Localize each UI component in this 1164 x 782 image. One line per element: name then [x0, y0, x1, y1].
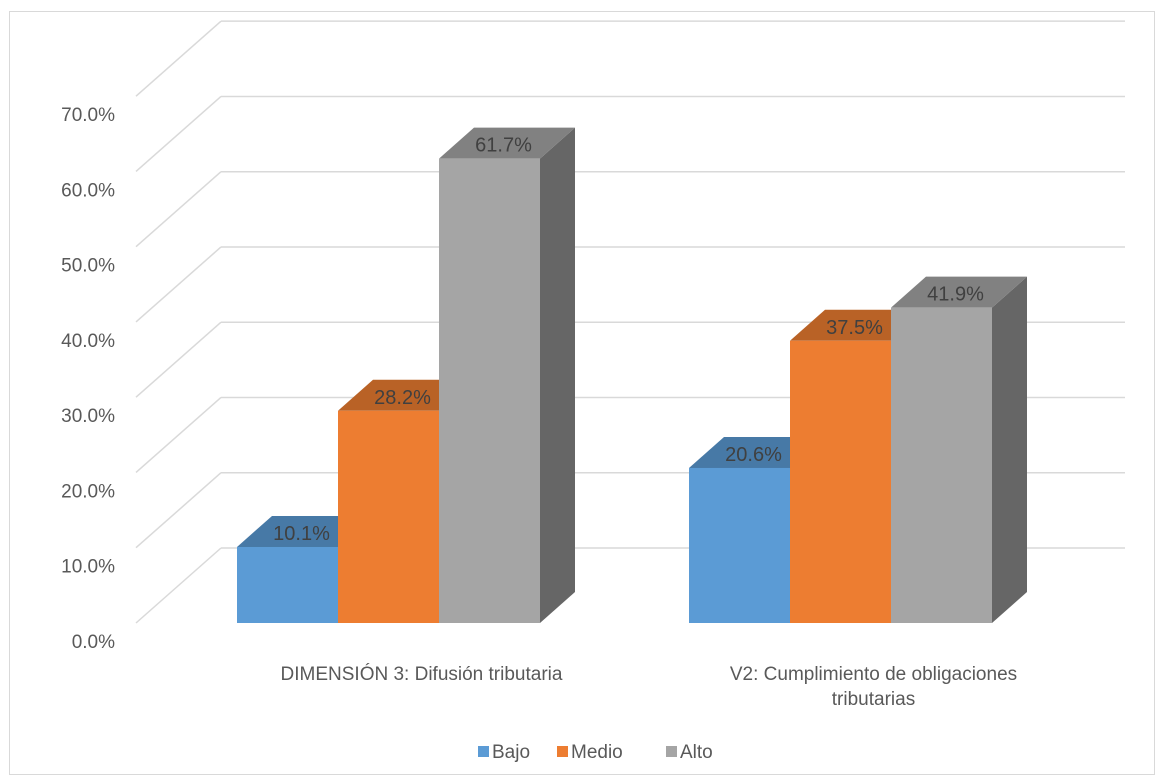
bar-top-alto: [891, 276, 1027, 308]
category-label: DIMENSIÓN 3: Difusión tributaria: [281, 663, 563, 685]
gridline-side: [135, 246, 222, 323]
data-label: 37.5%: [826, 317, 883, 339]
gridline-side: [135, 321, 222, 398]
y-tick-label: 60.0%: [61, 180, 115, 201]
bar-alto: [891, 307, 992, 623]
gridline-side: [135, 547, 222, 624]
data-label: 10.1%: [273, 523, 330, 545]
legend-label-alto: Alto: [680, 742, 713, 763]
bar-bajo: [689, 467, 790, 623]
gridline-side: [135, 396, 222, 474]
gridline-side: [135, 20, 222, 97]
y-tick-label: 20.0%: [61, 481, 115, 502]
y-tick-label: 40.0%: [61, 331, 115, 352]
bar-medio: [790, 340, 891, 623]
legend-swatch-bajo: [478, 746, 489, 757]
legend-label-bajo: Bajo: [492, 742, 530, 763]
legend-swatch-medio: [557, 746, 568, 757]
bar-bajo: [237, 546, 338, 623]
legend-label-medio: Medio: [571, 742, 623, 763]
legend-swatch-alto: [666, 746, 677, 757]
data-label: 28.2%: [374, 387, 431, 409]
category-label: V2: Cumplimiento de obligaciones: [730, 664, 1017, 685]
data-label: 41.9%: [927, 284, 984, 306]
gridline-side: [135, 171, 222, 248]
bar-side-alto: [992, 276, 1027, 623]
y-tick-label: 50.0%: [61, 256, 115, 277]
gridline-side: [135, 472, 222, 549]
y-tick-label: 70.0%: [61, 105, 115, 126]
gridline-side: [135, 95, 222, 173]
bar-medio: [338, 410, 439, 623]
data-label: 20.6%: [725, 444, 782, 466]
bar-top-alto: [439, 127, 575, 159]
data-label: 61.7%: [475, 135, 532, 157]
y-tick-label: 0.0%: [72, 632, 115, 653]
bar-side-alto: [540, 127, 575, 623]
bar-alto: [439, 158, 540, 623]
y-tick-label: 10.0%: [61, 557, 115, 578]
y-tick-label: 30.0%: [61, 406, 115, 427]
category-label: tributarias: [832, 689, 915, 710]
